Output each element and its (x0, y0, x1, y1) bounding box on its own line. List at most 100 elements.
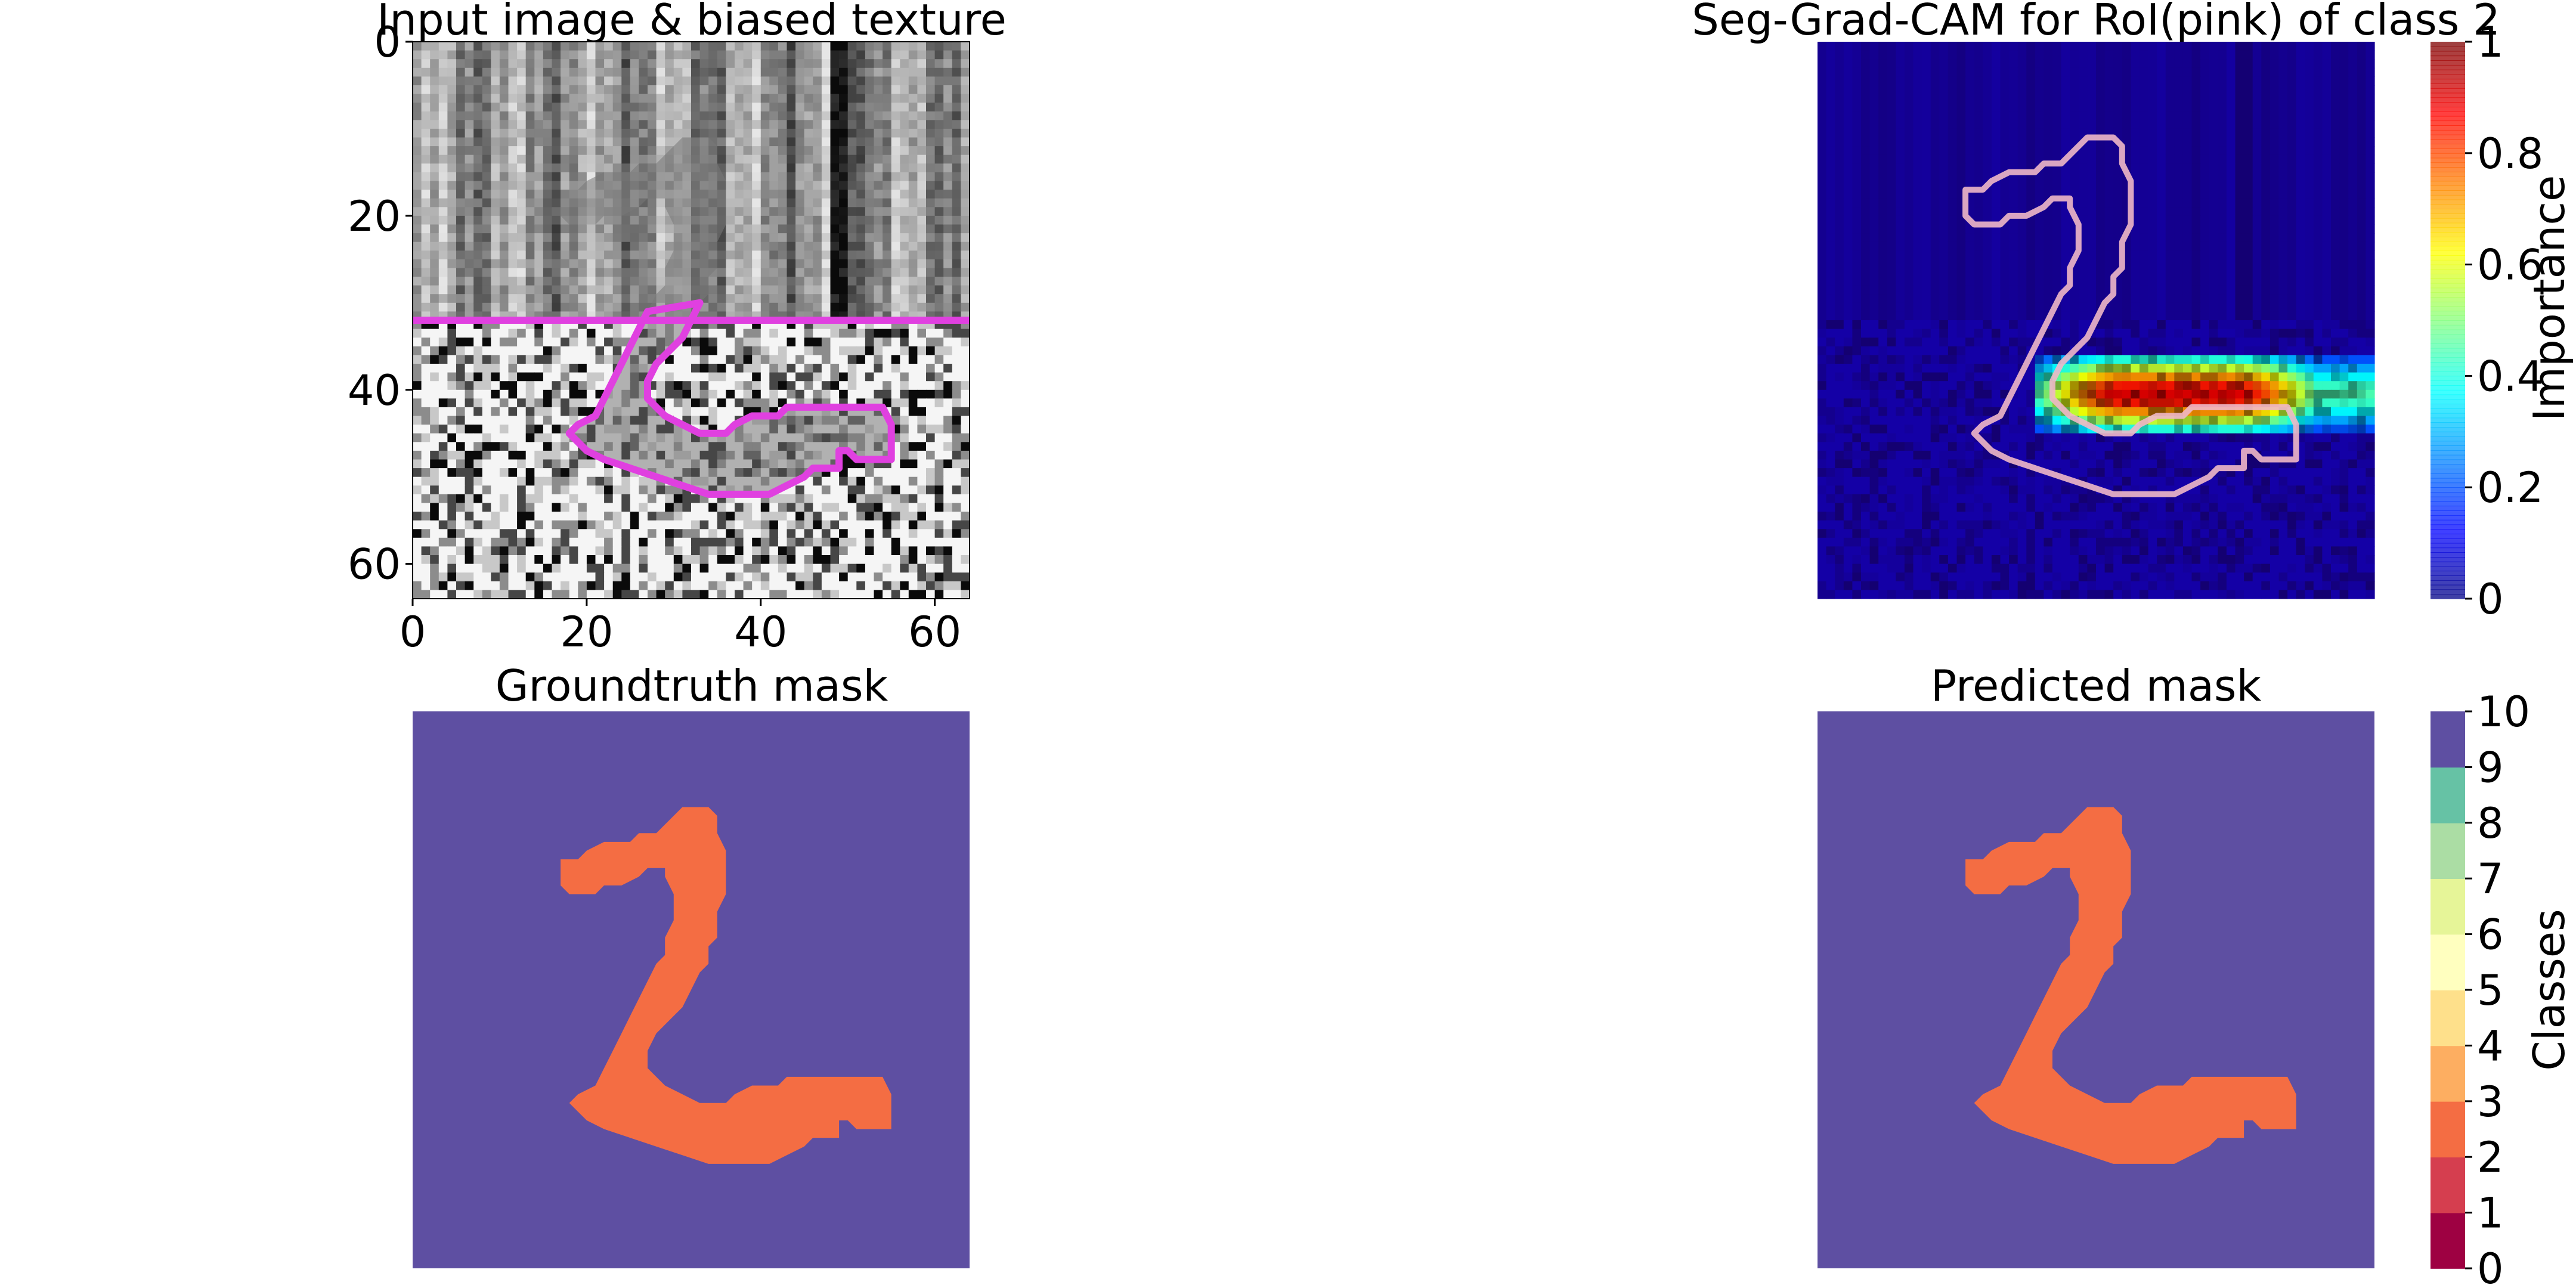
input-pixel (760, 398, 770, 408)
cam-pixel (2200, 111, 2210, 120)
input-pixel (456, 111, 466, 120)
cam-pixel (1843, 59, 1853, 69)
cam-pixel (2165, 50, 2175, 60)
input-pixel (595, 76, 605, 86)
input-pixel (438, 181, 448, 190)
input-pixel (934, 181, 944, 190)
input-pixel (534, 503, 544, 512)
input-pixel (717, 250, 726, 260)
input-pixel (717, 111, 726, 120)
input-pixel (934, 94, 944, 103)
input-pixel (795, 85, 805, 95)
input-pixel (752, 207, 761, 216)
input-pixel (743, 207, 753, 216)
input-pixel (612, 67, 622, 77)
input-pixel (804, 94, 813, 103)
input-pixel (630, 555, 639, 565)
input-pixel (482, 364, 491, 373)
input-pixel (456, 407, 466, 417)
cam-pixel (2218, 120, 2227, 129)
input-pixel (525, 407, 535, 417)
input-pixel (630, 111, 639, 120)
cam-pixel (2044, 42, 2053, 51)
cam-pixel (1835, 128, 1844, 138)
cam-pixel (1991, 59, 2001, 69)
cam-pixel (1887, 137, 1896, 147)
input-pixel (612, 111, 622, 120)
input-pixel (926, 433, 936, 442)
input-pixel (438, 364, 448, 373)
input-pixel (413, 346, 422, 355)
input-pixel (847, 338, 857, 347)
input-pixel (830, 128, 840, 138)
input-pixel (752, 355, 761, 364)
input-pixel (552, 181, 561, 190)
input-pixel (769, 364, 779, 373)
input-pixel (673, 50, 683, 60)
input-pixel (517, 233, 527, 243)
input-pixel (943, 146, 953, 156)
input-pixel (726, 181, 735, 190)
input-pixel (752, 529, 761, 538)
input-pixel (735, 137, 744, 147)
input-pixel (447, 154, 457, 164)
cam-pixel (2000, 128, 2010, 138)
input-pixel (630, 146, 639, 156)
cam-pixel (2017, 103, 2027, 112)
cam-pixel (1983, 103, 1992, 112)
input-pixel (569, 494, 578, 504)
input-pixel (708, 111, 718, 120)
input-pixel (699, 512, 709, 521)
input-pixel (421, 590, 431, 599)
input-pixel (648, 268, 657, 277)
input-pixel (752, 590, 761, 599)
input-pixel (952, 512, 961, 521)
input-pixel (726, 364, 735, 373)
input-pixel (934, 207, 944, 216)
cam-pixel (1878, 146, 1888, 156)
input-pixel (682, 564, 692, 573)
input-pixel (717, 555, 726, 565)
cam-pixel (1983, 76, 1992, 86)
input-pixel (595, 42, 605, 51)
input-pixel (525, 329, 535, 338)
input-pixel (934, 233, 944, 243)
cam-pixel (1887, 50, 1896, 60)
input-pixel (630, 294, 639, 304)
input-pixel (847, 94, 857, 103)
input-pixel (952, 572, 961, 582)
input-pixel (821, 364, 831, 373)
input-pixel (961, 146, 970, 156)
input-pixel (708, 355, 718, 364)
cam-pixel (2122, 76, 2131, 86)
cam-pixel (2148, 94, 2157, 103)
input-pixel (517, 529, 527, 538)
input-pixel (943, 207, 953, 216)
input-pixel (552, 459, 561, 469)
input-pixel (917, 416, 927, 425)
input-pixel (778, 190, 788, 199)
input-pixel (926, 590, 936, 599)
input-pixel (430, 85, 439, 95)
input-pixel (891, 259, 900, 268)
input-pixel (769, 215, 779, 225)
input-pixel (665, 128, 674, 138)
input-pixel (691, 85, 701, 95)
input-pixel (691, 329, 701, 338)
cam-pixel (1878, 120, 1888, 129)
input-pixel (717, 416, 726, 425)
input-pixel (421, 103, 431, 112)
input-pixel (648, 85, 657, 95)
input-pixel (830, 50, 840, 60)
input-pixel (943, 512, 953, 521)
cam-pixel (2244, 67, 2253, 77)
cam-pixel (1965, 154, 1975, 164)
cam-pixel (1965, 137, 1975, 147)
input-pixel (525, 433, 535, 442)
input-pixel (421, 433, 431, 442)
input-pixel (952, 103, 961, 112)
input-pixel (952, 85, 961, 95)
input-pixel (952, 433, 961, 442)
input-pixel (673, 67, 683, 77)
input-pixel (447, 329, 457, 338)
